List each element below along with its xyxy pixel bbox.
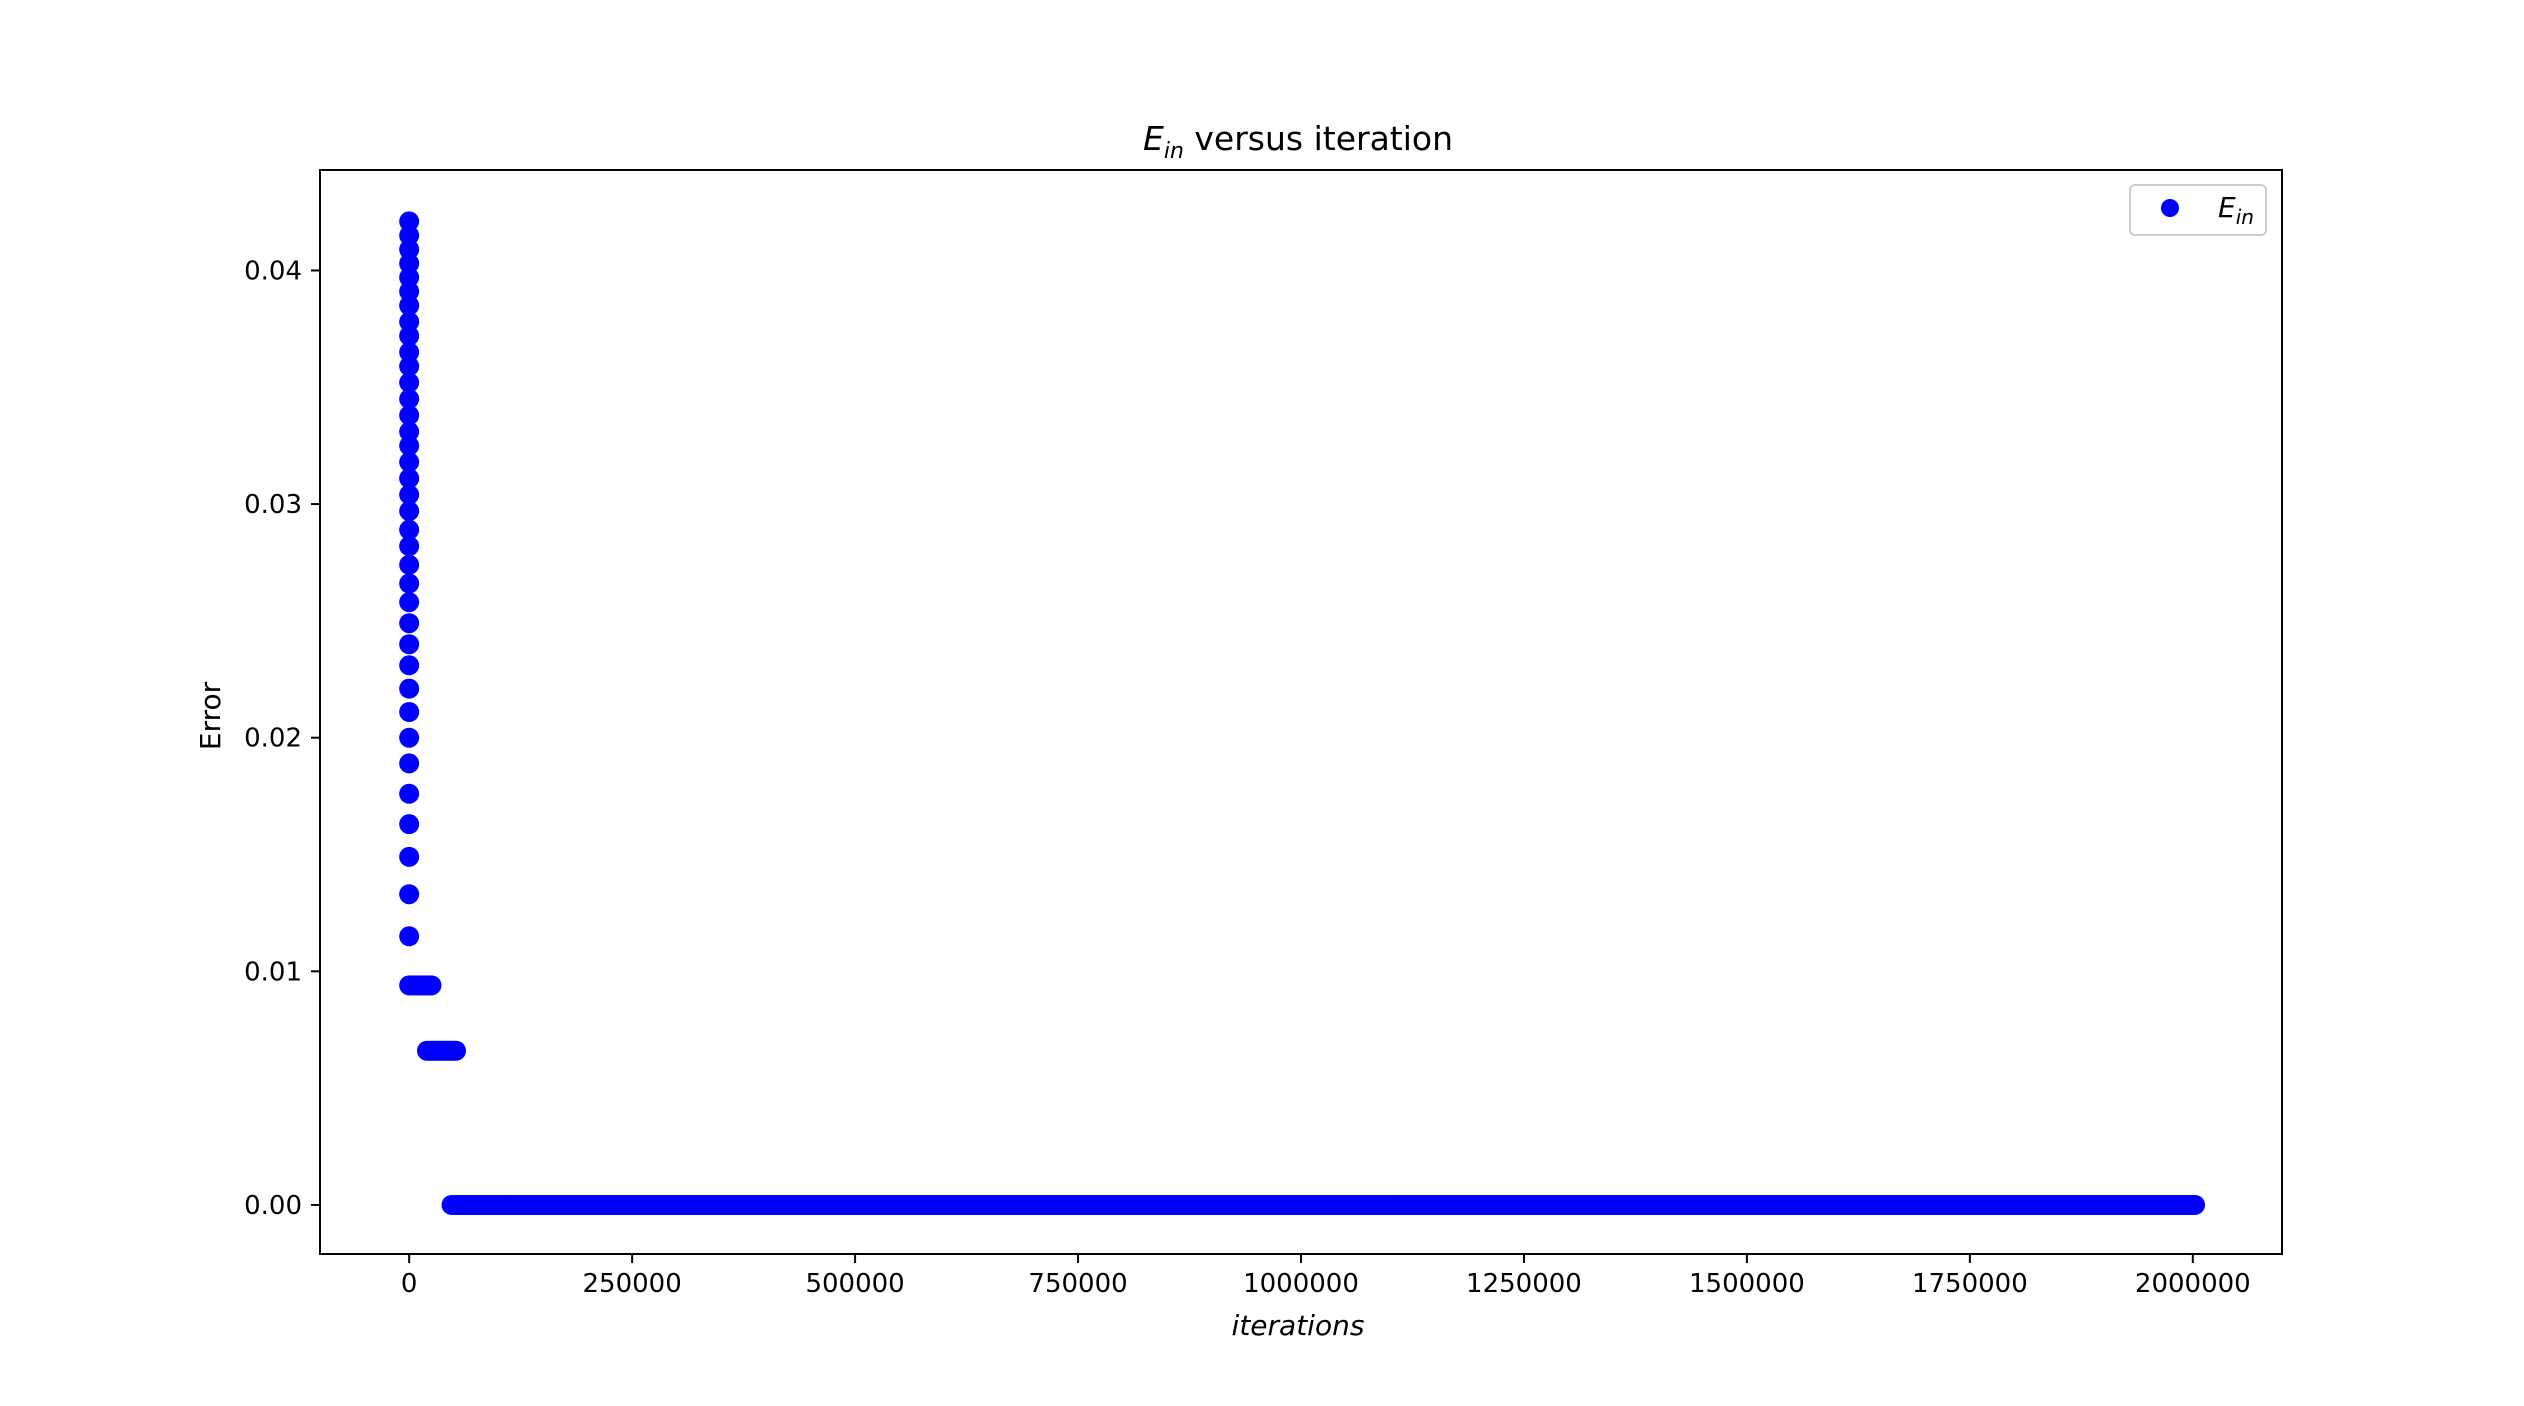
legend-label: Ein [2218, 191, 2254, 229]
data-point [399, 783, 420, 804]
data-point [2185, 1194, 2206, 1215]
data-point [399, 342, 420, 363]
data-point [446, 1040, 466, 1061]
y-tick-label: 0.00 [244, 1191, 302, 1221]
data-point [399, 388, 420, 409]
y-axis-ticks: 0.00 0.01 0.02 0.03 0.04 [244, 256, 320, 1221]
x-tick-label: 1500000 [1689, 1269, 1805, 1299]
data-point [399, 678, 420, 699]
legend-marker [2161, 199, 2179, 217]
x-axis-ticks: 0 250000 500000 750000 1000000 1250000 1500000… [401, 1254, 2251, 1299]
data-point [399, 536, 420, 557]
data-point [399, 281, 420, 302]
data-point [399, 814, 420, 835]
data-point [399, 211, 420, 232]
data-point [399, 356, 420, 377]
data-point [399, 753, 420, 774]
data-point [399, 519, 420, 540]
x-axis-label: iterations [1232, 1309, 1365, 1342]
legend-box [2129, 184, 2267, 236]
x-tick-label: 1000000 [1243, 1269, 1359, 1299]
data-point [399, 267, 420, 288]
data-point [399, 613, 420, 634]
data-point [399, 655, 420, 676]
data-point [399, 484, 420, 505]
data-point [399, 846, 420, 867]
data-point [399, 634, 420, 655]
x-tick-label: 1750000 [1912, 1269, 2028, 1299]
data-point [399, 501, 420, 522]
chart-title-sub: in [1164, 139, 1184, 164]
chart-title: Ein versus iteration [1143, 119, 1453, 164]
data-point [399, 421, 420, 442]
x-tick-label: 1250000 [1466, 1269, 1582, 1299]
y-tick-label: 0.04 [244, 256, 302, 286]
y-tick-label: 0.02 [244, 724, 302, 754]
data-point [399, 554, 420, 575]
data-point [399, 405, 420, 426]
data-point [399, 592, 420, 613]
plot-area-frame [319, 169, 2283, 1255]
data-point [399, 573, 420, 594]
chart-title-main: E [1143, 119, 1164, 158]
data-point [399, 295, 420, 316]
data-point [399, 311, 420, 332]
data-point [399, 253, 420, 274]
legend-label-main: E [2218, 191, 2236, 224]
scatter-markers [399, 211, 2206, 1215]
data-point [399, 468, 420, 489]
data-point [399, 435, 420, 456]
data-point [399, 372, 420, 393]
y-axis-label: Error [194, 681, 227, 750]
data-point [399, 225, 420, 246]
data-point [399, 325, 420, 346]
x-tick-label: 2000000 [2135, 1269, 2251, 1299]
legend-label-sub: in [2236, 205, 2254, 229]
data-point [399, 884, 420, 905]
chart-title-rest: versus iteration [1184, 119, 1453, 158]
x-tick-label: 0 [401, 1269, 418, 1299]
x-tick-label: 750000 [1028, 1269, 1127, 1299]
data-point [399, 926, 420, 947]
y-tick-label: 0.03 [244, 490, 302, 520]
x-tick-label: 500000 [805, 1269, 904, 1299]
legend: Ein [2129, 184, 2267, 236]
data-point [399, 702, 420, 722]
data-point [399, 239, 420, 260]
data-point [421, 975, 442, 996]
x-tick-label: 250000 [583, 1269, 682, 1299]
y-tick-label: 0.01 [244, 957, 302, 987]
data-point [399, 727, 420, 748]
data-point [399, 452, 420, 473]
